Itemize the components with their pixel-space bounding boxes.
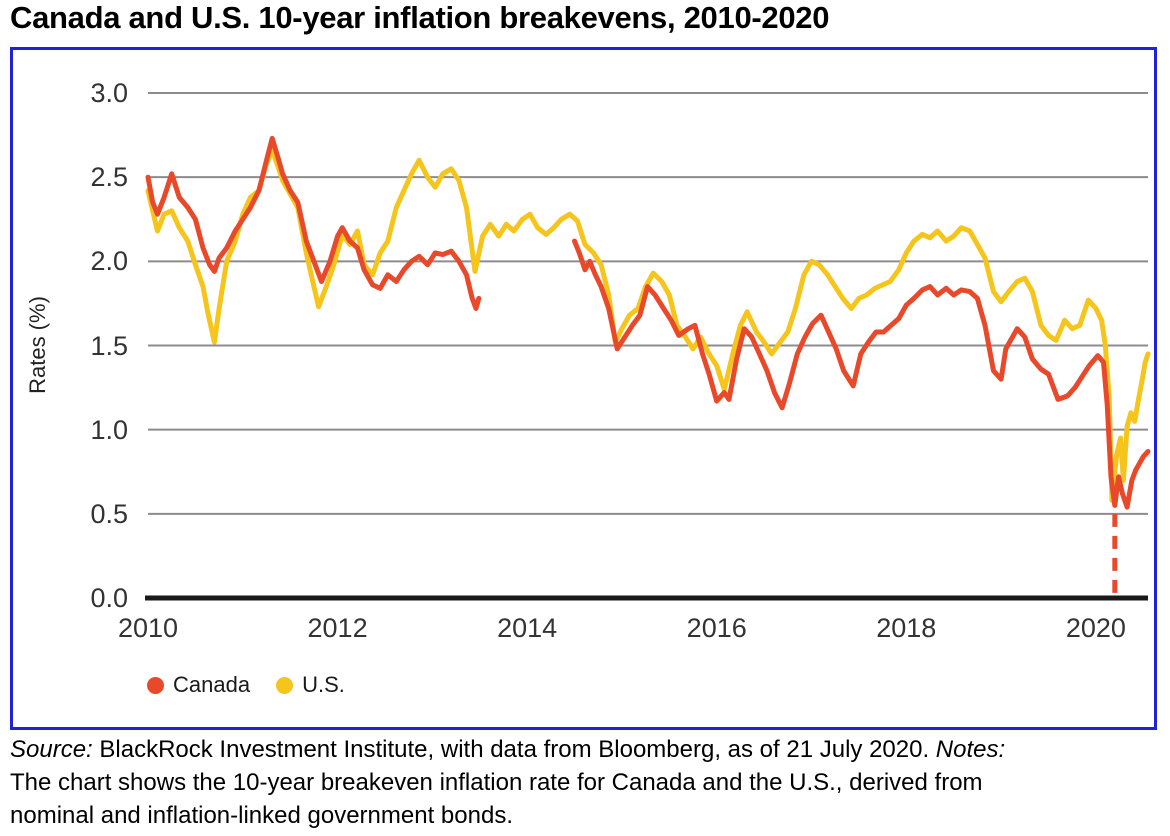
notes-label: Notes: <box>935 736 1006 763</box>
y-tick-label: 1.0 <box>90 414 128 445</box>
x-tick-label: 2010 <box>117 613 179 643</box>
legend-label-us: U.S. <box>302 672 345 697</box>
source-label: Source: <box>10 736 93 763</box>
x-tick-label: 2018 <box>876 613 937 643</box>
source-text: BlackRock Investment Institute, with dat… <box>92 736 936 763</box>
y-tick-label: 0.5 <box>90 498 128 529</box>
canada-series-dot-icon <box>147 676 164 694</box>
y-tick-label: 1.5 <box>90 330 128 361</box>
y-tick-label: 3.0 <box>90 78 128 108</box>
x-tick-label: 2016 <box>686 613 747 643</box>
legend-label-canada: Canada <box>173 672 251 697</box>
y-tick-label: 0.0 <box>90 583 128 613</box>
x-tick-label: 2020 <box>1065 613 1126 643</box>
notes-line2: The chart shows the 10-year breakeven in… <box>10 769 983 796</box>
legend-item-canada: Canada <box>147 672 250 698</box>
legend-item-us: U.S. <box>276 672 345 698</box>
legend: Canada U.S. <box>147 669 345 701</box>
y-tick-label: 2.5 <box>90 162 128 193</box>
y-axis-title: Rates (%) <box>25 296 50 394</box>
chart-title: Canada and U.S. 10-year inflation breake… <box>10 0 830 35</box>
y-tick-label: 2.0 <box>90 246 128 277</box>
x-tick-label: 2012 <box>307 613 368 643</box>
notes-line3: nominal and inflation-linked government … <box>10 802 513 829</box>
us-series-dot-icon <box>276 676 294 694</box>
source-note: Source: BlackRock Investment Institute, … <box>10 733 1162 832</box>
x-tick-label: 2014 <box>497 613 558 643</box>
